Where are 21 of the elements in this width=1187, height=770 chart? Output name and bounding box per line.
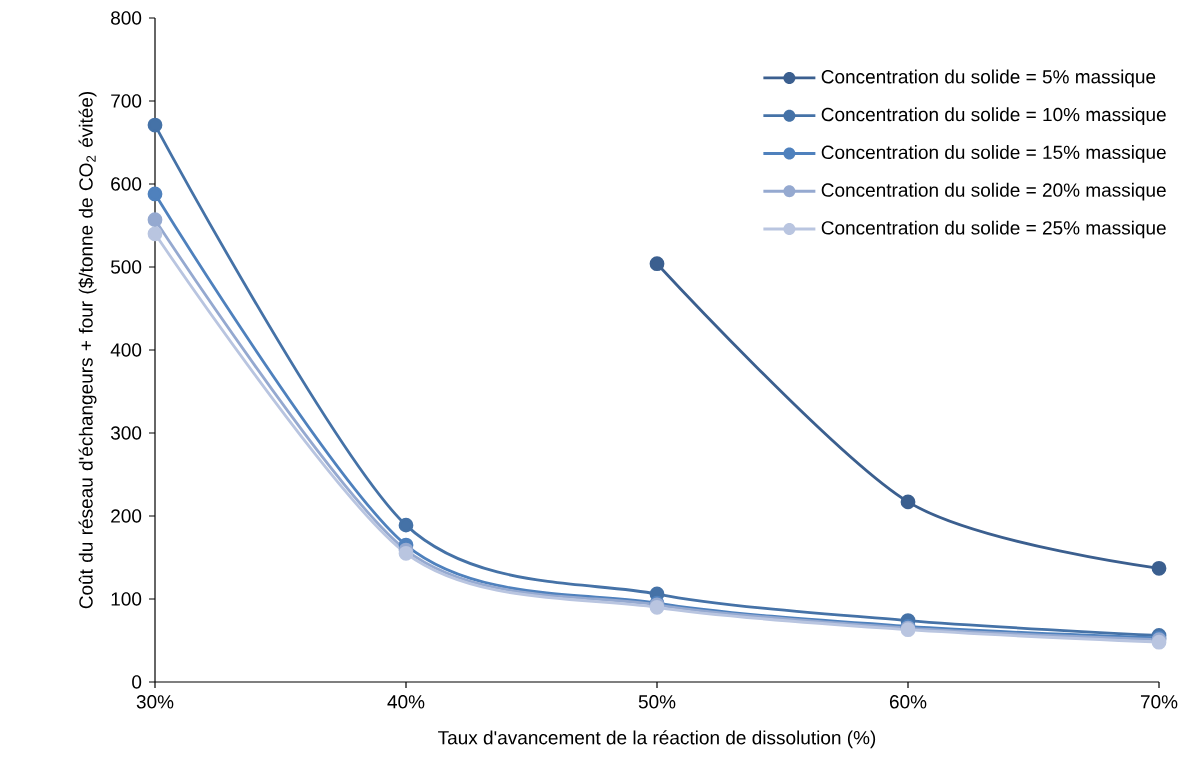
legend-label: Concentration du solide = 5% massique	[821, 69, 1156, 88]
y-tick-label: 500	[110, 260, 142, 274]
y-tick-label: 100	[111, 592, 142, 606]
y-tick-label: 400	[110, 343, 142, 357]
x-tick-label: 60%	[889, 695, 927, 709]
x-tick-label: 70%	[1140, 695, 1178, 709]
y-tick-label: 700	[111, 94, 142, 108]
legend-label: Concentration du solide = 25% massique	[821, 220, 1166, 239]
x-tick-label: 40%	[387, 695, 425, 709]
y-axis-title: Coût du réseau d'échangeurs + four ($/tonne de CO$_{2}$ évitée)	[78, 91, 97, 609]
legend-label: Concentration du solide = 20% massique	[821, 182, 1166, 201]
y-tick-label: 600	[111, 177, 142, 191]
y-tick-label: 200	[111, 509, 142, 523]
y-tick-label: 300	[110, 426, 142, 440]
x-tick-label: 30%	[136, 695, 174, 709]
x-axis-title: Taux d'avancement de la réaction de dissolution (%)	[438, 730, 876, 749]
y-tick-label: 800	[111, 11, 142, 25]
legend-label: Concentration du solide = 15% massique	[821, 145, 1166, 163]
x-tick-label: 50%	[638, 695, 676, 709]
legend-label: Concentration du solide = 10% massique	[821, 107, 1166, 126]
y-tick-label: 0	[132, 675, 142, 689]
